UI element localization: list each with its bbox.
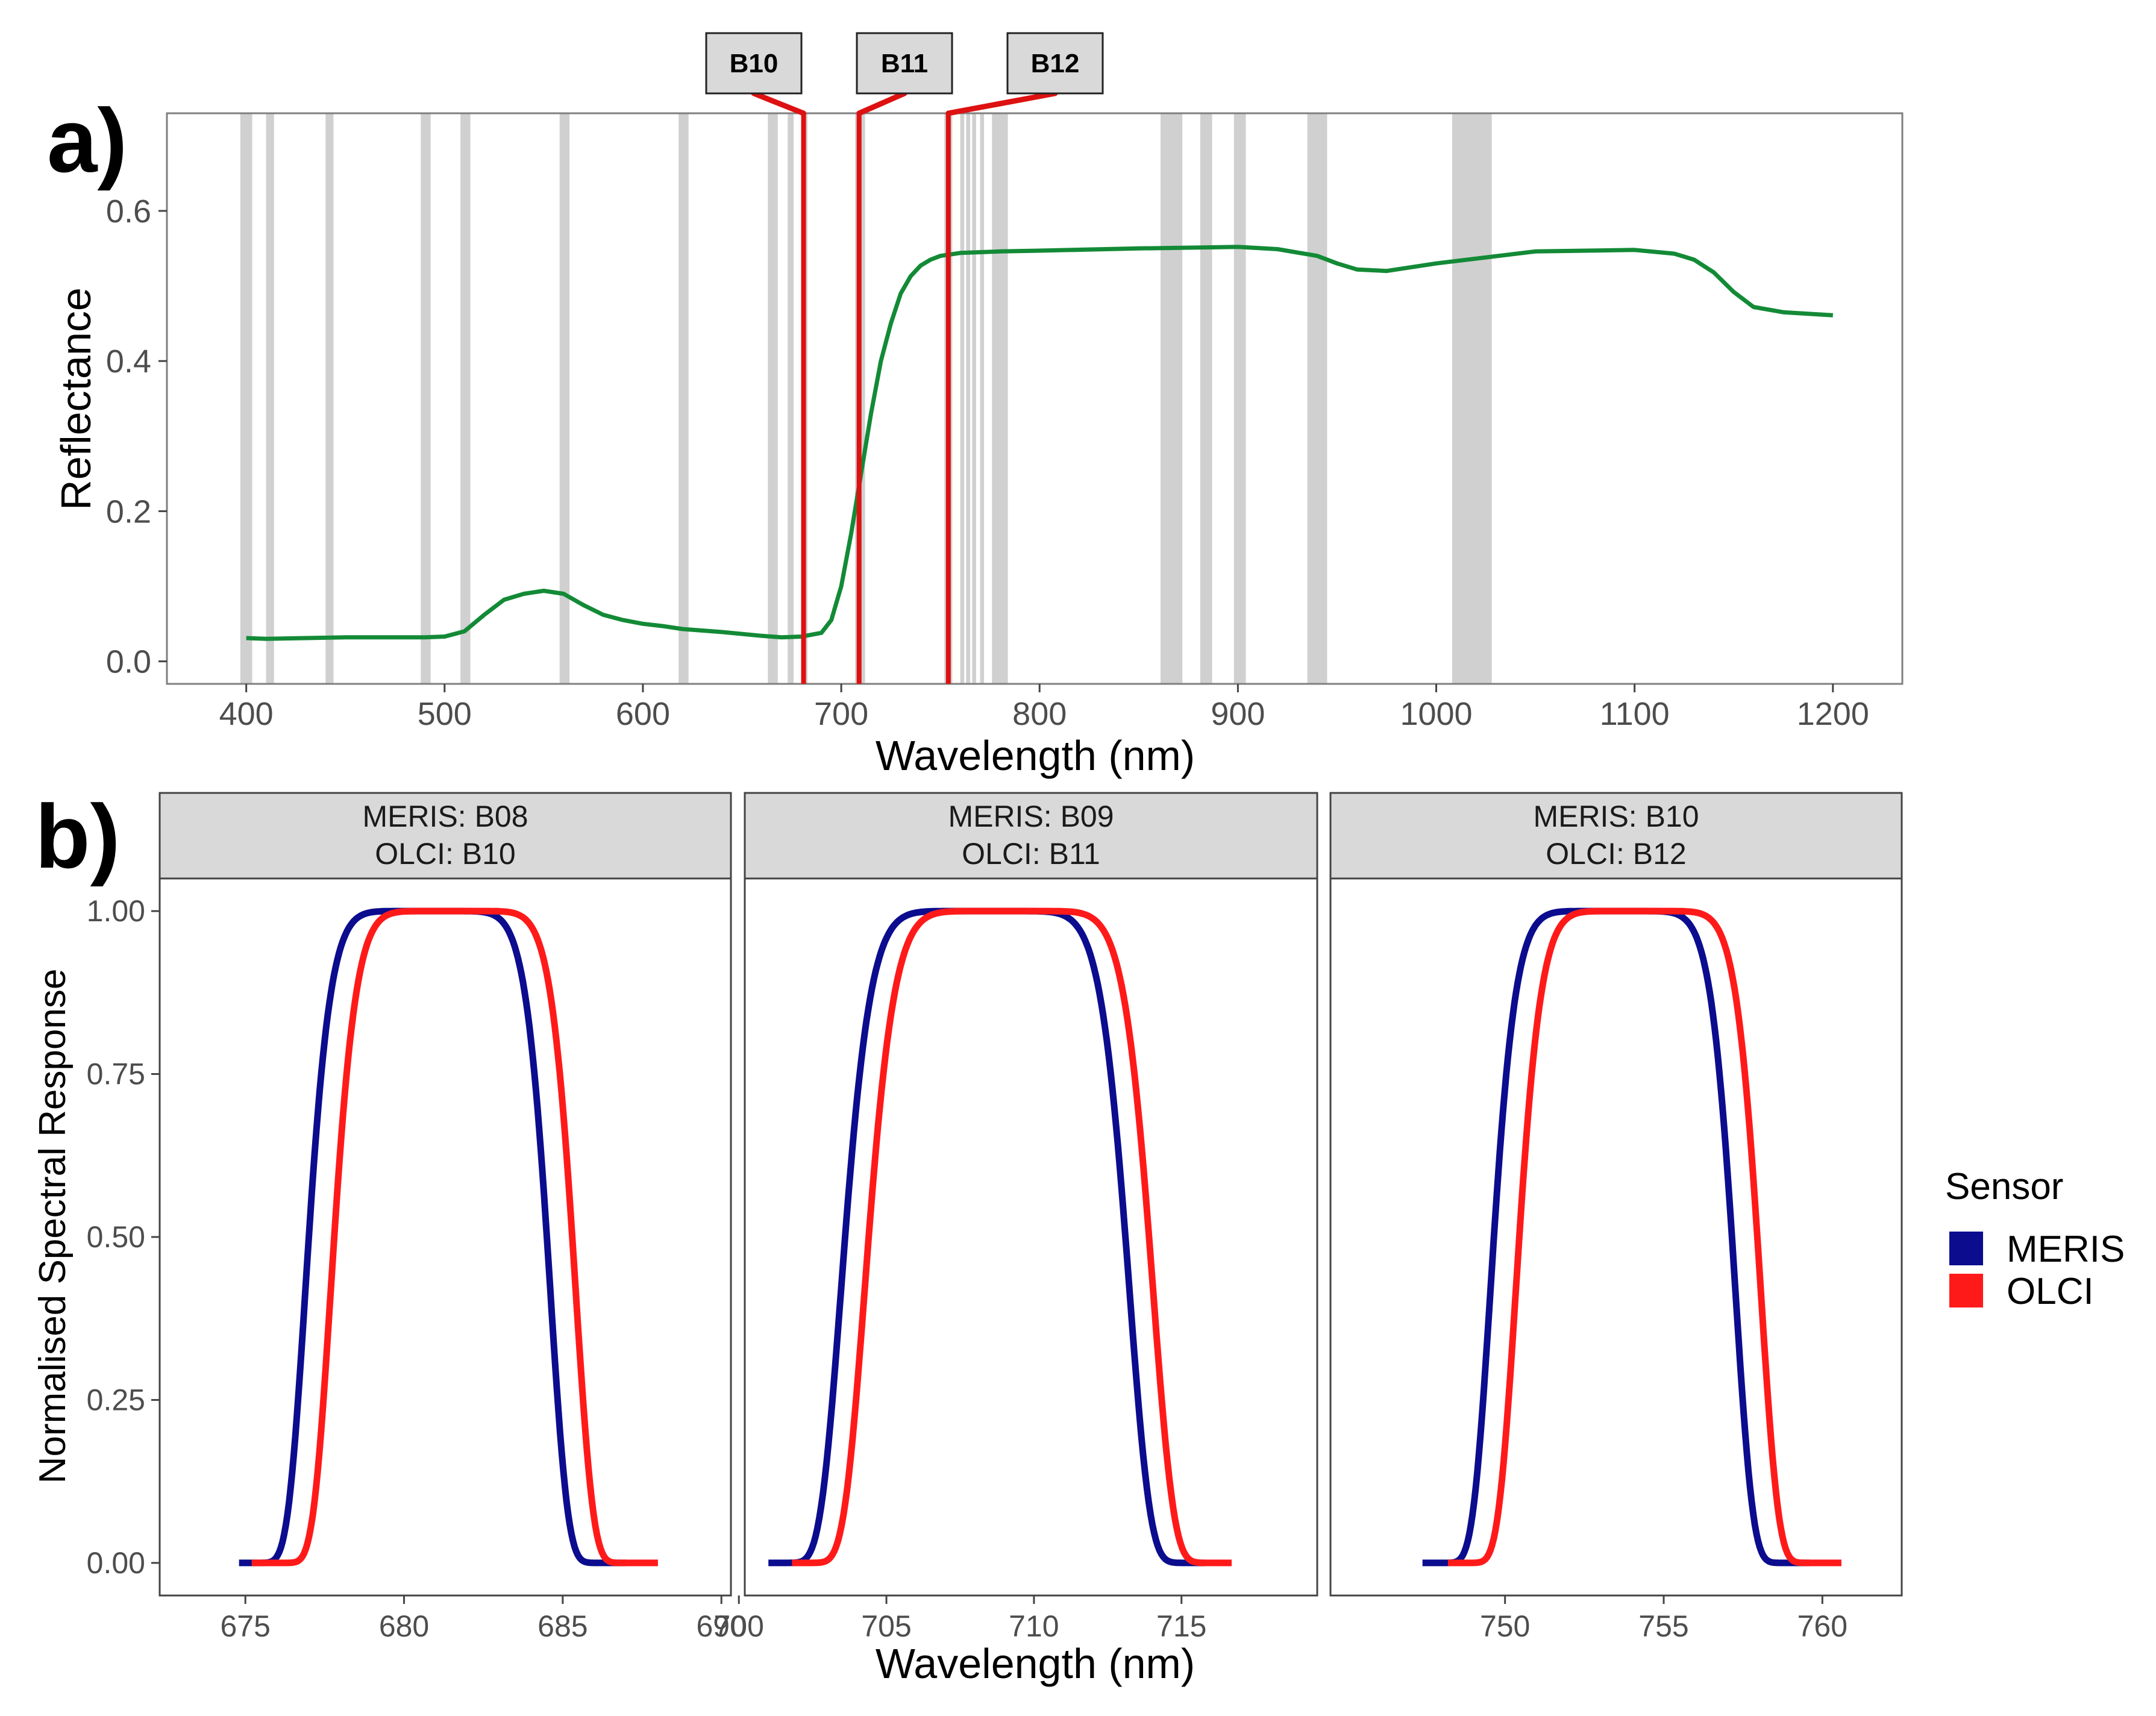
facet-1-x-tick-label: 680: [379, 1609, 429, 1643]
panel-b-x-axis-title: Wavelength (nm): [876, 1640, 1195, 1687]
panel-b-y-axis-title: Normalised Spectral Response: [32, 969, 74, 1484]
panel-b-label: b): [35, 786, 121, 887]
legend-swatch-olci: [1949, 1274, 1983, 1307]
band-bar: [1161, 114, 1183, 683]
facet-3-x-tick-label: 755: [1638, 1609, 1688, 1643]
band-bar: [240, 114, 252, 683]
panel-b-y-tick-label: 0.00: [87, 1546, 145, 1580]
band-bar: [678, 114, 689, 683]
facet-3-strip-line-1: MERIS: B10: [1533, 800, 1699, 833]
facet-3: MERIS: B10 OLCI: B12: [1329, 792, 1903, 1597]
facet-1-x-tick-label: 675: [220, 1609, 270, 1643]
facet-2-strip-line-2: OLCI: B11: [962, 837, 1100, 871]
band-bar: [460, 114, 471, 683]
panel-b-y-tick-label: 0.50: [87, 1220, 145, 1254]
reflectance-line: [246, 245, 1834, 641]
band-bar: [1233, 114, 1246, 683]
facet-2-x-tick-label: 710: [1009, 1609, 1059, 1643]
panel-a-highlight-lines: B10 B11 B12: [705, 32, 1104, 684]
facet-2-olci-curve: [790, 907, 1233, 1567]
facet-3-olci-curve: [1446, 907, 1843, 1567]
band-bar: [266, 114, 274, 683]
highlight-connector-b11: [856, 90, 907, 116]
band-label-b12: B12: [1031, 49, 1080, 78]
band-bar: [1307, 114, 1327, 683]
panel-a-y-axis: 0.0 0.2 0.4 0.6: [106, 193, 167, 680]
facet-3-strip-line-2: OLCI: B12: [1546, 837, 1686, 871]
band-bar: [1200, 114, 1212, 683]
facet-2: MERIS: B09 OLCI: B11: [744, 792, 1318, 1597]
legend-label-meris: MERIS: [2007, 1229, 2125, 1270]
band-label-b10: B10: [730, 49, 779, 78]
band-bar: [992, 114, 1008, 683]
legend-label-olci: OLCI: [2007, 1271, 2094, 1312]
facet-2-plot-area: [744, 877, 1318, 1597]
band-bar: [972, 114, 976, 683]
facet-1-olci-curve: [250, 907, 660, 1567]
highlight-connector-b10: [751, 90, 807, 116]
highlight-connector-b12: [945, 90, 1058, 116]
panel-a-y-axis-title: Reflectance: [52, 287, 99, 510]
facet-1: MERIS: B08 OLCI: B10: [158, 792, 732, 1597]
x-tick-label: 1100: [1600, 696, 1670, 732]
band-label-box-b10: [705, 32, 803, 95]
panel-a-band-bars: [240, 114, 1492, 683]
facet-2-x-tick-label: 700: [713, 1609, 763, 1643]
facet-2-x-tick-label: 705: [861, 1609, 911, 1643]
panel-b-y-tick-label: 0.25: [87, 1383, 145, 1417]
facet-1-strip-line-2: OLCI: B10: [375, 837, 515, 871]
panel-a-x-axis-title: Wavelength (nm): [876, 732, 1195, 779]
facet-3-x-tick-label: 760: [1797, 1609, 1847, 1643]
panel-b-y-tick-label: 0.75: [87, 1057, 145, 1091]
band-bar: [1452, 114, 1492, 683]
y-tick-label: 0.4: [106, 343, 151, 380]
x-tick-label: 700: [814, 696, 868, 732]
facet-2-strip-line-1: MERIS: B09: [948, 800, 1114, 833]
legend-swatch-meris: [1949, 1232, 1983, 1265]
x-tick-label: 800: [1012, 696, 1067, 732]
panel-a-reflectance-line: [246, 245, 1834, 641]
legend-title: Sensor: [1945, 1166, 2063, 1207]
facet-3-strip: [1329, 792, 1903, 880]
facet-1-strip: [158, 792, 732, 880]
facet-2-strip: [744, 792, 1318, 880]
panel-b-y-tick-label: 1.00: [87, 894, 145, 928]
x-tick-label: 900: [1211, 696, 1265, 732]
panel-b: b) Normalised Spectral Response Waveleng…: [32, 786, 2125, 1687]
legend: Sensor MERIS OLCI: [1945, 1166, 2125, 1312]
y-tick-label: 0.0: [106, 644, 151, 680]
panel-a: a) B10 B11 B12 400 500 600 700 800 900 1000 1100 1…: [47, 32, 1904, 779]
facet-1-x-tick-label: 685: [537, 1609, 588, 1643]
x-tick-label: 1000: [1400, 696, 1472, 732]
facet-1-strip-line-1: MERIS: B08: [362, 800, 528, 833]
band-bar: [960, 114, 965, 683]
band-bar: [788, 114, 794, 683]
band-bar: [421, 114, 431, 683]
band-label-b11: B11: [881, 49, 928, 78]
panel-a-plot-area: [166, 112, 1904, 685]
band-bar: [980, 114, 985, 683]
band-bar: [559, 114, 570, 683]
band-bar: [966, 114, 971, 683]
x-tick-label: 600: [616, 696, 670, 732]
panel-b-y-axis: 0.00 0.25 0.50 0.75 1.00: [87, 894, 160, 1580]
band-bar: [768, 114, 778, 683]
facet-3-x-tick-label: 750: [1480, 1609, 1530, 1643]
panel-a-label: a): [47, 90, 127, 191]
x-tick-label: 500: [418, 696, 472, 732]
y-tick-label: 0.6: [106, 193, 151, 230]
panel-a-x-axis: 400 500 600 700 800 900 1000 1100 1200: [219, 684, 1869, 732]
facet-1-x-tick-label: 690: [696, 1609, 746, 1643]
band-bar: [325, 114, 334, 683]
x-tick-label: 400: [219, 696, 274, 732]
y-tick-label: 0.2: [106, 493, 151, 530]
facet-1-plot-area: [158, 877, 732, 1597]
band-label-box-b12: [1006, 32, 1104, 95]
x-tick-label: 1200: [1797, 696, 1869, 732]
facet-3-plot-area: [1329, 877, 1903, 1597]
band-label-box-b11: [856, 32, 953, 95]
facet-2-x-tick-label: 715: [1156, 1609, 1206, 1643]
